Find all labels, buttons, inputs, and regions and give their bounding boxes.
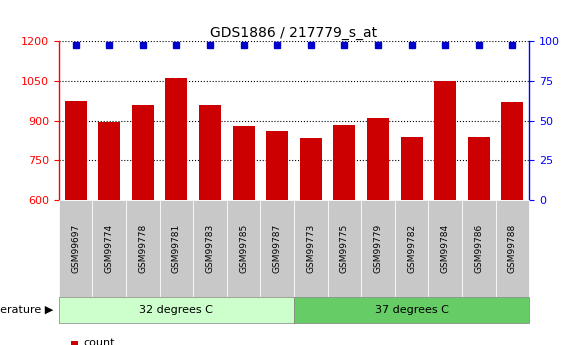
- Text: GSM99775: GSM99775: [340, 224, 349, 273]
- Bar: [199, 105, 221, 200]
- Title: GDS1886 / 217779_s_at: GDS1886 / 217779_s_at: [211, 26, 377, 40]
- Text: GSM99774: GSM99774: [105, 224, 113, 273]
- Text: GSM99784: GSM99784: [440, 224, 450, 273]
- Bar: [266, 131, 288, 200]
- Bar: [300, 138, 322, 200]
- Bar: [132, 105, 153, 200]
- Text: GSM99786: GSM99786: [475, 224, 483, 273]
- Bar: [65, 101, 86, 200]
- Bar: [333, 125, 355, 200]
- Text: GSM99778: GSM99778: [138, 224, 148, 273]
- Bar: [468, 137, 490, 200]
- Bar: [400, 137, 423, 200]
- Text: GSM99773: GSM99773: [306, 224, 315, 273]
- Text: count: count: [83, 338, 115, 345]
- Bar: [435, 81, 456, 200]
- Text: GSM99783: GSM99783: [205, 224, 215, 273]
- Text: temperature ▶: temperature ▶: [0, 305, 53, 315]
- Text: 32 degrees C: 32 degrees C: [139, 305, 213, 315]
- Bar: [98, 122, 120, 200]
- Text: GSM99787: GSM99787: [273, 224, 282, 273]
- Bar: [165, 78, 188, 200]
- Text: GSM99781: GSM99781: [172, 224, 181, 273]
- Text: GSM99785: GSM99785: [239, 224, 248, 273]
- Text: GSM99779: GSM99779: [373, 224, 383, 273]
- Text: 37 degrees C: 37 degrees C: [375, 305, 449, 315]
- Text: GSM99788: GSM99788: [508, 224, 517, 273]
- Bar: [502, 102, 523, 200]
- Text: GSM99782: GSM99782: [407, 224, 416, 273]
- Bar: [233, 126, 255, 200]
- Text: GSM99697: GSM99697: [71, 224, 80, 273]
- Bar: [367, 118, 389, 200]
